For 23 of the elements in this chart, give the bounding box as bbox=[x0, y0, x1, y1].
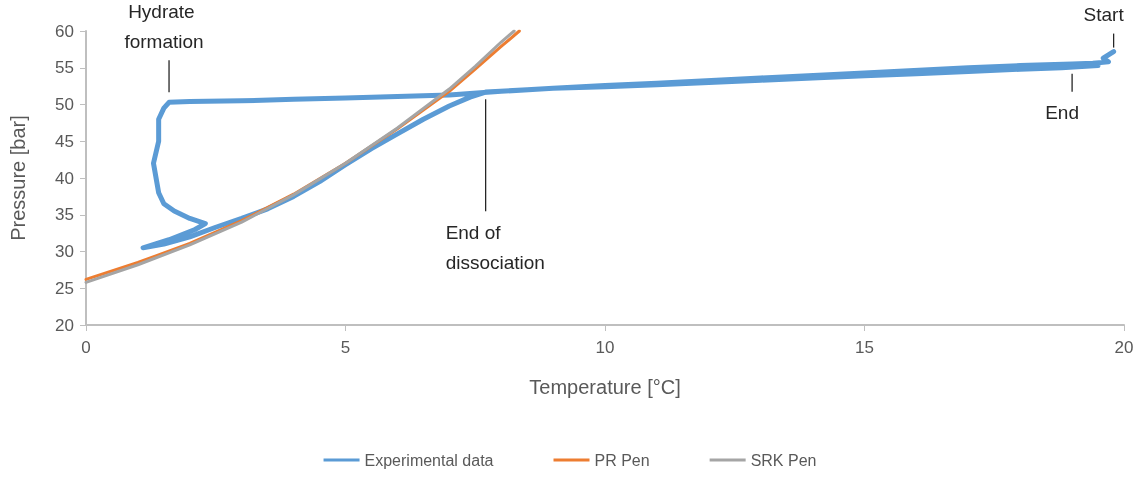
legend-label: Experimental data bbox=[364, 451, 494, 469]
x-tick-label: 15 bbox=[855, 338, 874, 357]
annotation: Start bbox=[1083, 4, 1125, 26]
y-tick-label: 55 bbox=[55, 58, 74, 78]
x-tick-label: 5 bbox=[340, 338, 351, 357]
y-tick-label: 40 bbox=[55, 168, 74, 188]
legend-label: PR Pen bbox=[594, 451, 650, 469]
x-axis-title: Temperature [°C] bbox=[529, 376, 681, 398]
annotation: End bbox=[1045, 102, 1080, 124]
x-tick-label: 20 bbox=[1114, 338, 1134, 357]
y-axis-title: Pressure [bar] bbox=[7, 115, 29, 241]
y-tick-label: 20 bbox=[55, 315, 74, 335]
y-tick-label: 50 bbox=[55, 95, 74, 114]
x-tick-label: 0 bbox=[81, 338, 91, 357]
annotation: Hydrate formation bbox=[124, 0, 204, 52]
y-tick-label: 30 bbox=[55, 242, 74, 261]
y-tick-label: 25 bbox=[55, 278, 74, 298]
y-tick-label: 45 bbox=[55, 131, 74, 151]
annotation: End of dissociation bbox=[445, 221, 545, 273]
legend-label: SRK Pen bbox=[750, 451, 817, 469]
y-tick-label: 35 bbox=[55, 205, 74, 225]
y-tick-label: 60 bbox=[55, 21, 74, 41]
x-tick-label: 10 bbox=[595, 338, 615, 357]
